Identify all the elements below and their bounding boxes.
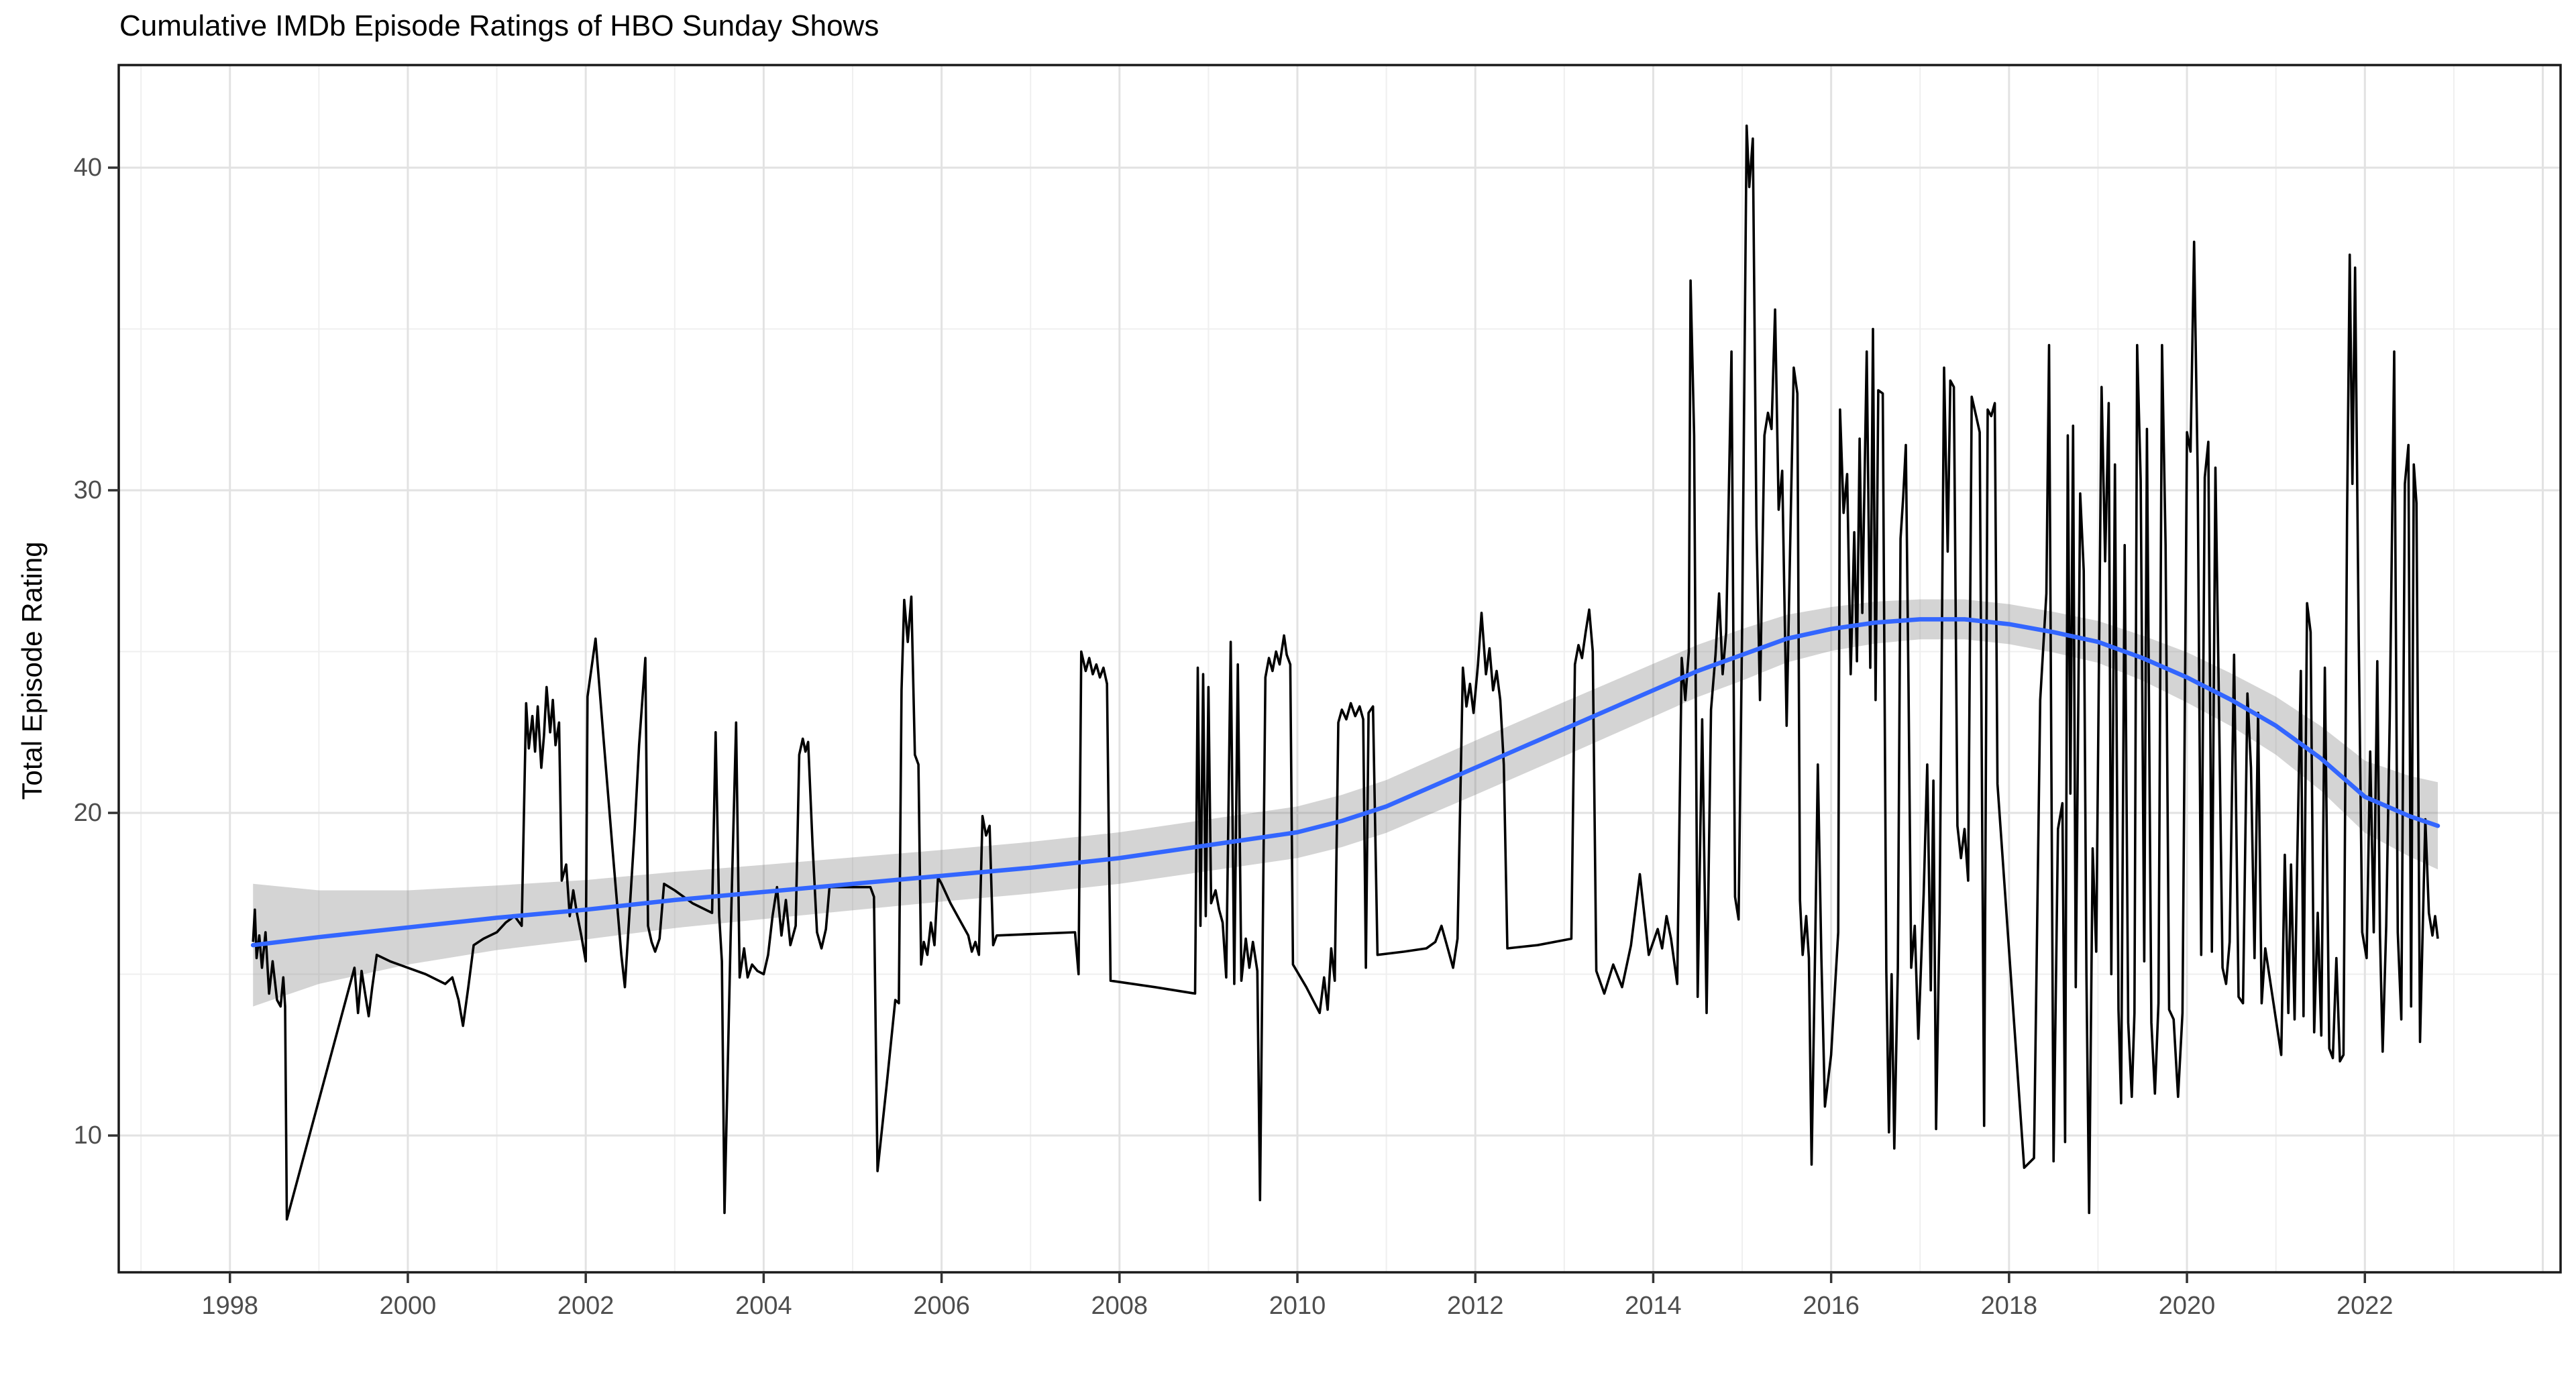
- panel-border: [117, 64, 2562, 1274]
- x-tick-label: 2020: [2158, 1292, 2216, 1320]
- loess-trend-line: [250, 617, 2440, 948]
- confidence-ribbon: [253, 599, 2438, 1007]
- x-tick-label: 2022: [2336, 1292, 2394, 1320]
- episode-rating-line: [252, 124, 2439, 1221]
- y-tick-label: 20: [73, 799, 102, 828]
- x-tick-label: 2016: [1803, 1292, 1860, 1320]
- x-tick-label: 2004: [735, 1292, 792, 1320]
- x-tick-label: 2012: [1446, 1292, 1504, 1320]
- x-tick-label: 2018: [1980, 1292, 2038, 1320]
- x-tick-label: 2000: [379, 1292, 437, 1320]
- x-tick-label: 2002: [557, 1292, 614, 1320]
- x-tick-label: 2006: [913, 1292, 970, 1320]
- x-tick-label: 2010: [1269, 1292, 1326, 1320]
- y-tick-label: 30: [73, 476, 102, 504]
- x-tick-label: 2014: [1625, 1292, 1682, 1320]
- x-tick-label: 1998: [201, 1292, 259, 1320]
- x-tick-label: 2008: [1091, 1292, 1148, 1320]
- y-tick-label: 40: [73, 153, 102, 182]
- chart-title: Cumulative IMDb Episode Ratings of HBO S…: [119, 9, 879, 42]
- y-tick-label: 10: [73, 1121, 102, 1150]
